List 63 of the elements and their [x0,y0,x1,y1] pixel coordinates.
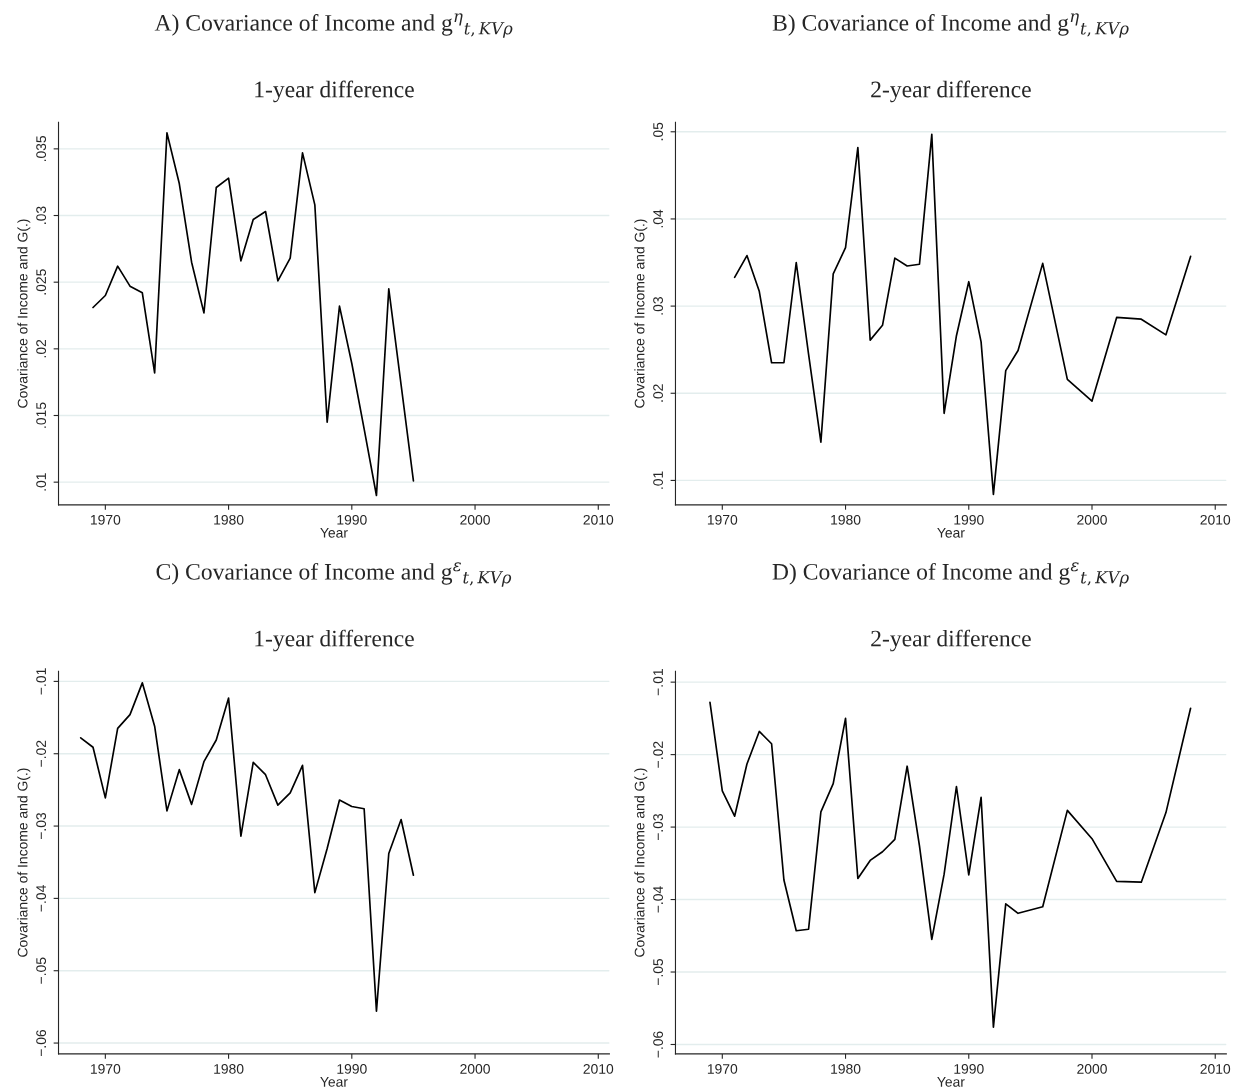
y-tick-label: .03 [36,206,47,224]
y-tick-label: −.03 [653,813,663,841]
x-tick-label: 1990 [337,1063,367,1074]
x-axis-title: Year [937,528,965,538]
y-tick-label: .01 [653,471,663,489]
x-tick-label: 2010 [1200,1063,1231,1074]
y-axis-title: Covariance of Income and G(.) [17,219,31,408]
x-tick-label: 2000 [460,1063,490,1074]
x-tick-label: 1980 [214,514,244,525]
y-tick-label: −.03 [36,812,47,840]
x-tick-label: 1970 [90,514,121,525]
x-axis-title: Year [320,1077,348,1087]
x-tick-label: 1990 [954,514,984,525]
chart-title: A) Covariance of Income and g$^{η}$$_{t,KVρ}$ [154,13,513,38]
y-tick-label: .01 [36,473,47,491]
y-axis-title: Covariance of Income and G(.) [634,219,648,408]
y-tick-label: −.06 [653,1031,663,1058]
chart-title: D) Covariance of Income and g$^{ε}$$_{t,KVρ}$ [772,562,1129,587]
line-series [733,133,1192,496]
x-axis-title: Year [320,528,348,538]
y-tick-label: .03 [653,297,663,315]
line-series [79,682,415,1013]
chart-title: B) Covariance of Income and g$^{η}$$_{t,KVρ}$ [772,13,1129,38]
y-tick-label: .04 [653,209,663,228]
x-tick-label: 1980 [831,514,861,525]
chart-subtitle: 1-year difference [255,80,414,103]
y-tick-label: −.05 [36,957,47,984]
line-series [709,701,1192,1028]
x-tick-label: 1990 [337,514,367,525]
y-tick-label: .015 [36,402,47,428]
y-axis-title: Covariance of Income and G(.) [634,768,648,957]
y-tick-label: −.01 [36,668,47,695]
y-tick-label: −.01 [653,669,663,696]
line-series [92,132,415,497]
x-tick-label: 1990 [954,1063,984,1074]
y-tick-label: .02 [653,384,663,402]
x-tick-label: 1980 [214,1063,244,1074]
x-tick-label: 2010 [583,514,614,525]
y-tick-label: .035 [36,135,47,162]
chart-subtitle: 2-year difference [871,629,1031,652]
y-tick-label: .025 [36,269,47,295]
chart-subtitle: 2-year difference [871,80,1031,103]
y-tick-label: −.04 [653,886,663,913]
y-tick-label: −.04 [36,885,47,912]
y-tick-label: .02 [36,339,47,358]
chart-title: C) Covariance of Income and g$^{ε}$$_{t,KVρ}$ [156,562,512,587]
chart-subtitle: 1-year difference [255,629,414,652]
x-tick-label: 2000 [460,514,490,525]
x-tick-label: 2010 [1200,514,1231,525]
y-tick-label: −.02 [36,740,47,767]
y-tick-label: −.02 [653,741,663,768]
x-tick-label: 2000 [1077,514,1107,525]
x-axis-title: Year [937,1077,965,1087]
y-tick-label: .05 [653,122,663,141]
x-tick-label: 2010 [583,1063,614,1074]
x-tick-label: 1970 [90,1063,121,1074]
y-tick-label: −.05 [653,958,663,986]
y-tick-label: −.06 [36,1029,47,1057]
y-axis-title: Covariance of Income and G(.) [17,768,31,957]
x-tick-label: 2000 [1077,1063,1107,1074]
x-tick-label: 1970 [707,1063,738,1074]
x-tick-label: 1980 [831,1063,861,1074]
x-tick-label: 1970 [707,514,738,525]
